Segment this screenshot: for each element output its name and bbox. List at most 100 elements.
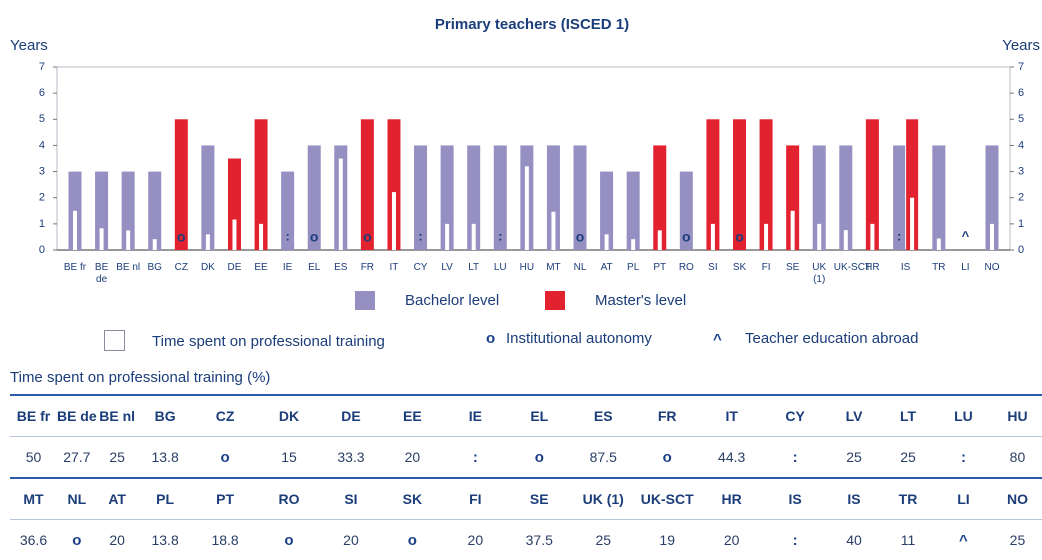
y-tick-label: 0 <box>39 244 45 256</box>
table-header-cell: IT <box>699 395 764 437</box>
no-data-symbol: : <box>418 228 422 243</box>
table-header-cell: IE <box>443 395 507 437</box>
x-tick-label: MT <box>541 262 565 274</box>
x-tick-label: HU <box>515 262 539 274</box>
table-value-cell: 20 <box>443 520 507 560</box>
training-bar <box>711 224 715 250</box>
no-data-symbol: : <box>285 228 289 243</box>
table-header-cell: AT <box>97 478 138 520</box>
table-value-cell: 27.7 <box>57 437 97 479</box>
x-tick-label: UK (1) <box>807 262 831 286</box>
table-header-cell: HR <box>699 478 764 520</box>
y2-tick-label: 0 <box>1018 244 1024 256</box>
training-bar <box>392 192 396 250</box>
table-header-cell: EE <box>381 395 443 437</box>
x-tick-label: SK <box>727 262 751 274</box>
x-tick-label: TR <box>927 262 951 274</box>
table-value-cell: o <box>57 520 97 560</box>
training-bar <box>605 234 609 250</box>
training-bar <box>153 239 157 250</box>
table-value-cell: 25 <box>826 437 882 479</box>
training-bar <box>631 239 635 250</box>
x-tick-label: LI <box>953 262 977 274</box>
x-tick-label: NO <box>980 262 1004 274</box>
table-title: Time spent on professional training (%) <box>10 369 270 386</box>
training-bar <box>791 211 795 250</box>
y2-tick-label: 1 <box>1018 218 1024 230</box>
y2-axis-label: Years <box>1002 37 1040 54</box>
training-bar <box>206 234 210 250</box>
table-value-cell: 50 <box>10 437 57 479</box>
table-header-cell: EL <box>507 395 571 437</box>
table-value-cell: ^ <box>934 520 993 560</box>
x-tick-label: PT <box>648 262 672 274</box>
x-tick-label: DK <box>196 262 220 274</box>
x-tick-label: AT <box>595 262 619 274</box>
training-bar <box>990 224 994 250</box>
x-tick-label: IT <box>382 262 406 274</box>
table-header-cell: SE <box>507 478 571 520</box>
table-value-cell: 20 <box>381 437 443 479</box>
x-tick-label: IS <box>894 262 918 274</box>
x-tick-label: LU <box>488 262 512 274</box>
table-header-cell: LU <box>934 395 993 437</box>
table-value-cell: 13.8 <box>138 520 193 560</box>
table-value-cell: 18.8 <box>193 520 258 560</box>
legend-swatch <box>545 291 565 310</box>
y-tick-label: 6 <box>39 87 45 99</box>
table-value-cell: o <box>507 437 571 479</box>
table-value-cell: 87.5 <box>571 437 635 479</box>
no-data-symbol: : <box>498 228 502 243</box>
table-header-cell: ES <box>571 395 635 437</box>
training-bar <box>472 224 476 250</box>
table-value-cell: : <box>934 437 993 479</box>
x-tick-label: DE <box>222 262 246 274</box>
y-axis-label: Years <box>10 37 48 54</box>
table-header-cell: IS <box>826 478 882 520</box>
y-tick-label: 5 <box>39 113 45 125</box>
x-tick-label: FI <box>754 262 778 274</box>
bar <box>932 145 945 250</box>
table-value-cell: 19 <box>635 520 699 560</box>
legend-label: Teacher education abroad <box>745 330 918 348</box>
table-header-cell: PL <box>138 478 193 520</box>
legend-label: Time spent on professional training <box>152 333 385 351</box>
y-tick-label: 3 <box>39 165 45 177</box>
table-value-cell: 11 <box>882 520 934 560</box>
table-value-cell: 15 <box>258 437 321 479</box>
bar <box>627 172 640 250</box>
table-header-cell: PT <box>193 478 258 520</box>
table-value-cell: 25 <box>882 437 934 479</box>
y2-tick-label: 3 <box>1018 165 1024 177</box>
x-tick-label: BE nl <box>116 262 140 274</box>
table-value-cell: o <box>193 437 258 479</box>
table-value-cell: 40 <box>826 520 882 560</box>
y2-tick-label: 2 <box>1018 192 1024 204</box>
table-value-cell: 20 <box>97 520 138 560</box>
training-bar <box>870 224 874 250</box>
y2-tick-label: 7 <box>1018 61 1024 73</box>
bar <box>148 172 161 250</box>
table-header-cell: CZ <box>193 395 258 437</box>
x-tick-label: SE <box>781 262 805 274</box>
x-tick-label: LT <box>462 262 486 274</box>
training-bar <box>339 159 343 251</box>
table-header-cell: UK-SCT <box>635 478 699 520</box>
x-tick-label: BE de <box>90 262 114 286</box>
x-tick-label: CZ <box>169 262 193 274</box>
table-header-cell: BE fr <box>10 395 57 437</box>
table-value-cell: 37.5 <box>507 520 571 560</box>
table-value-cell: 44.3 <box>699 437 764 479</box>
x-tick-label: ES <box>329 262 353 274</box>
y2-tick-label: 4 <box>1018 139 1024 151</box>
y-tick-label: 4 <box>39 139 45 151</box>
table-value-cell: : <box>764 437 826 479</box>
training-bar <box>551 212 555 250</box>
autonomy-symbol: o <box>576 229 585 245</box>
training-bar <box>232 220 236 250</box>
table-value-cell: 20 <box>320 520 381 560</box>
x-tick-label: LV <box>435 262 459 274</box>
training-bar <box>764 224 768 250</box>
